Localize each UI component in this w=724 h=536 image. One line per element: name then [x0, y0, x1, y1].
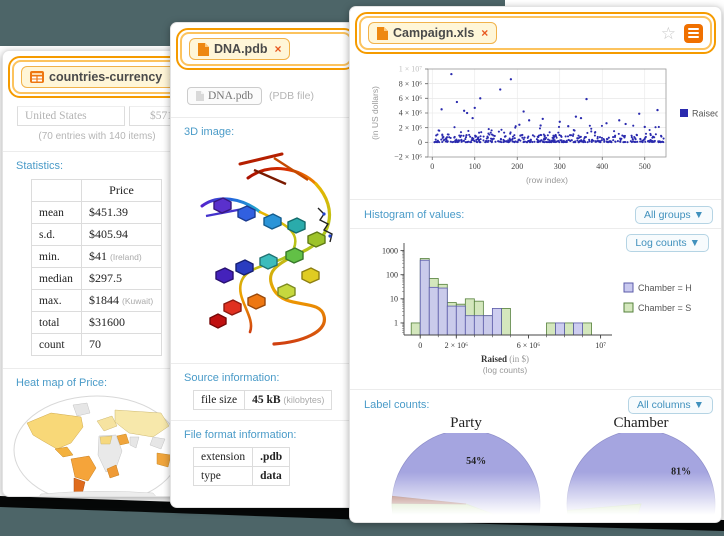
chip-label: DNA.pdb	[208, 90, 254, 102]
svg-text:81%: 81%	[671, 466, 691, 477]
table-row: Price	[31, 179, 162, 202]
party-pie: 54%	[391, 433, 541, 522]
table-row: file size 45 kB (kilobytes)	[192, 390, 333, 410]
statistics-label: Statistics:	[16, 160, 64, 172]
label-counts-label: Label counts:	[364, 399, 430, 411]
chamber-pie: 81%19%	[566, 433, 716, 522]
svg-text:1: 1	[394, 319, 398, 328]
format-info-table: extension .pdb type data	[192, 447, 291, 486]
source-info-label: Source information:	[184, 372, 280, 384]
svg-text:0: 0	[418, 341, 422, 350]
preview-price-cell: $571	[129, 106, 181, 126]
svg-text:6 × 10⁶: 6 × 10⁶	[399, 94, 423, 103]
chip-note: (PDB file)	[269, 90, 314, 102]
tab-label: Campaign.xls	[393, 26, 475, 40]
svg-text:Raised: Raised	[692, 109, 718, 119]
table-row: count 70	[31, 333, 162, 356]
svg-text:0: 0	[418, 138, 422, 147]
svg-text:Chamber = H: Chamber = H	[638, 283, 692, 293]
all-columns-dropdown[interactable]: All columns ▼	[628, 396, 713, 414]
pie-charts: Party Chamber 54% 81%19%	[350, 415, 721, 522]
table-row: mean $451.39	[31, 201, 162, 224]
svg-text:300: 300	[554, 162, 566, 171]
world-heatmap	[11, 393, 183, 496]
dna-3d-render	[190, 140, 342, 353]
file-icon	[196, 91, 204, 101]
svg-text:2 × 10⁶: 2 × 10⁶	[399, 123, 423, 132]
svg-text:200: 200	[511, 162, 523, 171]
star-icon[interactable]: ☆	[660, 23, 676, 43]
3d-image-label: 3D image:	[184, 126, 235, 138]
svg-text:54%: 54%	[466, 456, 486, 467]
svg-text:(row index): (row index)	[526, 175, 568, 185]
svg-text:1 × 10⁷: 1 × 10⁷	[399, 65, 423, 74]
svg-text:4 × 10⁶: 4 × 10⁶	[399, 109, 423, 118]
svg-text:100: 100	[386, 271, 398, 280]
file-icon	[377, 26, 388, 40]
table-row: extension .pdb	[192, 447, 291, 467]
svg-text:1000: 1000	[382, 246, 398, 255]
statistics-table: Price mean $451.39 s.d. $405.94 min. $41 (Irel…	[31, 179, 162, 356]
card-header: countries-currency ×	[8, 56, 186, 98]
svg-text:Raised (in $): Raised (in $)	[481, 354, 529, 364]
countries-currency-card: countries-currency × United States $571 …	[2, 50, 192, 497]
entries-note: (70 entries with 140 items)	[38, 131, 156, 142]
svg-text:10⁷: 10⁷	[595, 341, 606, 350]
tab-campaign[interactable]: Campaign.xls ×	[368, 22, 498, 44]
svg-text:2 × 10⁶: 2 × 10⁶	[445, 341, 469, 350]
table-row: total $31600	[31, 311, 162, 334]
close-icon[interactable]: ×	[274, 42, 282, 56]
svg-text:8 × 10⁶: 8 × 10⁶	[399, 79, 423, 88]
source-info-table: file size 45 kB (kilobytes)	[192, 390, 333, 410]
svg-text:(in US dollars): (in US dollars)	[370, 86, 380, 140]
histogram-plot: 1 10 100 1000 0 2 × 10⁶ 6 × 10⁶ 10⁷ Raised (in $…	[382, 243, 692, 375]
data-preview-row: United States $571	[17, 106, 181, 126]
preview-country-cell: United States	[17, 106, 125, 126]
chamber-pie-title: Chamber	[613, 415, 669, 431]
table-row: min. $41 (Ireland)	[31, 245, 162, 268]
card-header: DNA.pdb ×	[176, 28, 356, 70]
file-icon	[198, 42, 209, 56]
svg-text:−2 × 10⁶: −2 × 10⁶	[394, 153, 422, 162]
menu-icon[interactable]	[684, 23, 703, 43]
histogram-label: Histogram of values:	[364, 209, 465, 221]
scatter-plot: 1 × 10⁷ 8 × 10⁶ 6 × 10⁶ 4 × 10⁶ 2 × 10⁶ 0 −2 ×…	[370, 65, 718, 185]
campaign-card: Campaign.xls × ☆ 1 × 10⁷ 8 × 10⁶ 6 × 10⁶ 4 …	[349, 6, 722, 523]
svg-text:Chamber = S: Chamber = S	[638, 303, 691, 313]
tab-countries-currency[interactable]: countries-currency ×	[21, 66, 186, 88]
table-icon	[30, 71, 44, 83]
dna-card: DNA.pdb × DNA.pdb (PDB file) 3D image:	[170, 22, 362, 508]
svg-text:(log counts): (log counts)	[483, 365, 528, 375]
card-header: Campaign.xls × ☆	[355, 12, 716, 54]
svg-text:10: 10	[390, 295, 398, 304]
dna-file-chip[interactable]: DNA.pdb	[187, 87, 263, 105]
svg-text:0: 0	[430, 162, 434, 171]
table-row: type data	[192, 466, 291, 486]
log-counts-dropdown[interactable]: Log counts ▼	[626, 234, 709, 252]
table-row: max. $1844 (Kuwait)	[31, 289, 162, 312]
tab-dna[interactable]: DNA.pdb ×	[189, 38, 291, 60]
table-row: median $297.5	[31, 267, 162, 290]
svg-text:100: 100	[469, 162, 481, 171]
svg-text:400: 400	[596, 162, 608, 171]
party-pie-title: Party	[450, 415, 482, 431]
table-row: s.d. $405.94	[31, 223, 162, 246]
svg-text:6 × 10⁶: 6 × 10⁶	[517, 341, 541, 350]
heatmap-label: Heat map of Price:	[16, 377, 108, 389]
svg-text:500: 500	[639, 162, 651, 171]
all-groups-dropdown[interactable]: All groups ▼	[634, 206, 713, 224]
format-info-label: File format information:	[184, 429, 297, 441]
tab-label: countries-currency	[49, 70, 163, 84]
close-icon[interactable]: ×	[481, 26, 489, 40]
tab-label: DNA.pdb	[214, 42, 268, 56]
